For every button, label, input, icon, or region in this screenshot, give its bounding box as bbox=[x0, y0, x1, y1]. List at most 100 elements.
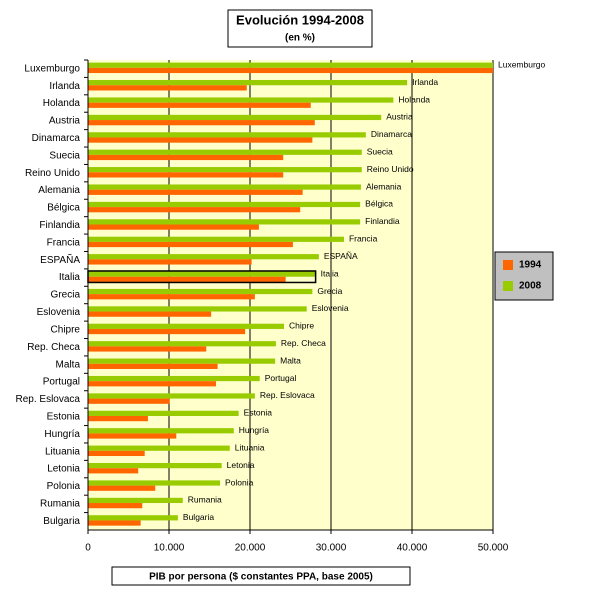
bar bbox=[88, 236, 344, 242]
bar-label: Reino Unido bbox=[367, 164, 414, 174]
y-tick-label: Suecia bbox=[49, 150, 80, 161]
bar bbox=[88, 288, 313, 295]
legend-box bbox=[494, 251, 554, 301]
bar-label: Letonia bbox=[227, 460, 255, 470]
bar-label: Rumania bbox=[188, 495, 222, 505]
bar-label: Rep. Eslovaca bbox=[260, 390, 315, 400]
y-tick-label: Letonia bbox=[47, 464, 80, 475]
bar bbox=[88, 311, 212, 317]
bar-label: Francia bbox=[349, 234, 378, 244]
bar bbox=[88, 80, 408, 86]
bar bbox=[88, 276, 286, 282]
bar bbox=[88, 241, 293, 248]
bar-label: Bélgica bbox=[365, 199, 393, 209]
bar-label: Rep. Checa bbox=[281, 338, 326, 348]
bar bbox=[88, 515, 178, 521]
y-tick-label: ESPAÑA bbox=[40, 253, 80, 266]
y-tick-label: Malta bbox=[56, 359, 81, 370]
y-tick-label: Bulgaria bbox=[43, 516, 80, 527]
y-tick-label: Bélgica bbox=[47, 203, 80, 214]
bar bbox=[88, 485, 156, 491]
bar bbox=[88, 415, 148, 422]
bar bbox=[88, 410, 239, 416]
bar bbox=[88, 219, 361, 225]
bar bbox=[88, 67, 493, 74]
chart-title: Evolución 1994-2008 bbox=[236, 12, 364, 27]
y-tick-label: Italia bbox=[59, 272, 81, 283]
bar-label: Hungría bbox=[239, 425, 270, 435]
x-tick-label: 0 bbox=[85, 543, 91, 554]
y-tick-label: Finlandia bbox=[39, 220, 80, 231]
bar bbox=[88, 97, 394, 103]
bar bbox=[88, 480, 221, 486]
bar bbox=[88, 393, 255, 399]
y-tick-label: Holanda bbox=[43, 98, 81, 109]
bar bbox=[88, 381, 216, 387]
bar-label: Austria bbox=[386, 112, 413, 122]
bar bbox=[88, 207, 301, 213]
bar bbox=[88, 102, 311, 108]
x-label-box bbox=[111, 566, 411, 586]
y-tick-label: Estonia bbox=[47, 411, 81, 422]
y-tick-label: Polonia bbox=[47, 481, 81, 492]
y-tick-label: Francia bbox=[47, 237, 81, 248]
bar bbox=[88, 259, 252, 265]
bar-label: ESPAÑA bbox=[324, 251, 358, 261]
bar bbox=[88, 375, 260, 382]
bar-label: Dinamarca bbox=[371, 129, 412, 139]
bar bbox=[88, 132, 366, 138]
bar bbox=[88, 462, 222, 469]
bar bbox=[88, 201, 361, 208]
bar bbox=[88, 398, 170, 404]
y-tick-label: Lituania bbox=[45, 446, 80, 457]
x-tick-label: 20.000 bbox=[235, 543, 266, 554]
bar-label: Holanda bbox=[398, 94, 430, 104]
bar bbox=[88, 468, 139, 474]
bar bbox=[88, 520, 141, 526]
bar bbox=[88, 323, 285, 329]
bar bbox=[88, 450, 145, 457]
bar bbox=[88, 358, 276, 364]
bar bbox=[88, 341, 276, 347]
bar bbox=[88, 137, 313, 143]
chart-subtitle: (en %) bbox=[285, 33, 315, 44]
bar-label: Polonia bbox=[225, 477, 254, 487]
bar bbox=[88, 85, 247, 91]
bar-label: Suecia bbox=[367, 147, 393, 157]
bar-label: Malta bbox=[280, 355, 301, 365]
bar bbox=[88, 503, 143, 509]
y-tick-label: Irlanda bbox=[49, 81, 80, 92]
bar bbox=[88, 114, 382, 121]
bar bbox=[88, 328, 246, 335]
x-axis-label: PIB por persona ($ constantes PPA, base … bbox=[149, 572, 373, 583]
title-box bbox=[227, 9, 373, 48]
legend-label: 1994 bbox=[519, 260, 542, 271]
y-tick-label: Rumania bbox=[40, 499, 80, 510]
y-tick-label: Reino Unido bbox=[25, 168, 80, 179]
bar bbox=[88, 172, 284, 178]
bar bbox=[88, 167, 362, 173]
bar bbox=[88, 154, 284, 161]
x-tick-label: 40.000 bbox=[397, 543, 428, 554]
bar bbox=[88, 224, 259, 230]
bar bbox=[88, 184, 361, 190]
bar bbox=[88, 149, 362, 155]
bar-label: Luxemburgo bbox=[498, 59, 546, 69]
bar bbox=[88, 306, 307, 312]
bar bbox=[88, 62, 493, 68]
legend-label: 2008 bbox=[519, 281, 542, 292]
bar bbox=[88, 254, 319, 260]
bar-label: Finlandia bbox=[365, 216, 400, 226]
y-tick-label: Rep. Checa bbox=[27, 342, 80, 353]
bar-label: Eslovenia bbox=[312, 303, 349, 313]
y-tick-label: Hungría bbox=[44, 429, 80, 440]
x-tick-label: 30.000 bbox=[316, 543, 347, 554]
bar bbox=[88, 271, 316, 277]
bar bbox=[88, 497, 183, 504]
bar bbox=[88, 189, 303, 195]
bar bbox=[88, 120, 315, 126]
bar bbox=[88, 433, 177, 439]
y-tick-label: Austria bbox=[49, 116, 81, 127]
bar bbox=[88, 445, 230, 451]
